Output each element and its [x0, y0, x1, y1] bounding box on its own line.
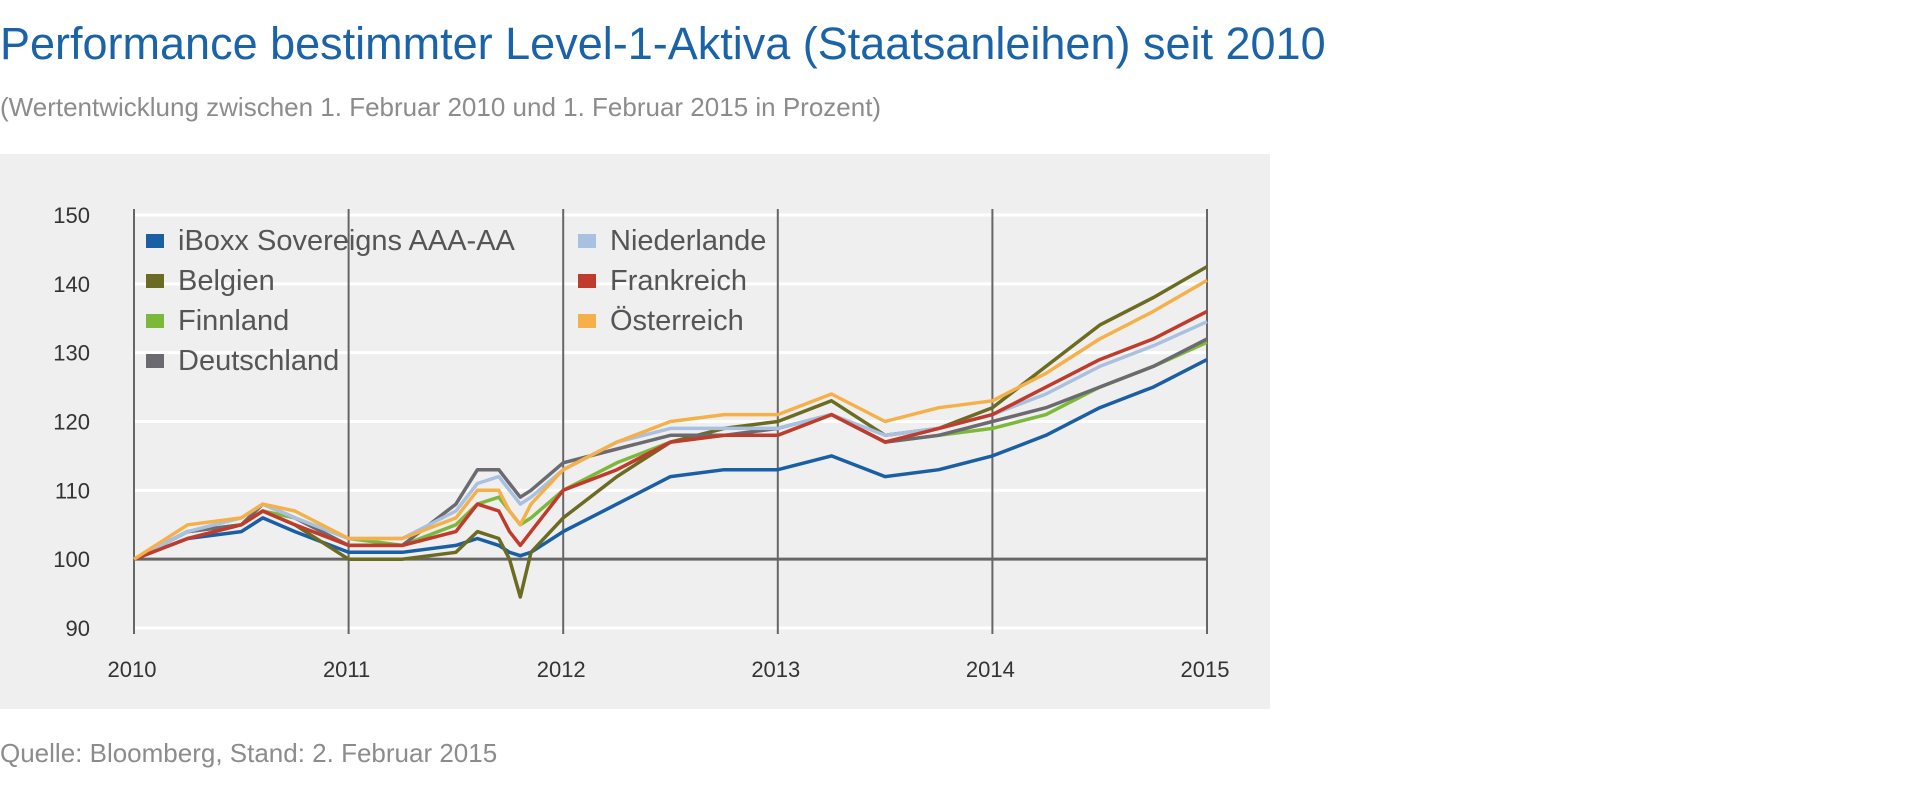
chart-subtitle: (Wertentwicklung zwischen 1. Februar 201…: [0, 92, 882, 122]
legend-label: iBoxx Sovereigns AAA-AA: [178, 225, 516, 257]
series-line-6: [133, 309, 1208, 561]
series-line-1: [133, 358, 1208, 561]
series-line-7: [133, 278, 1208, 561]
legend-label: Finnland: [178, 305, 289, 337]
legend-swatch: [146, 354, 164, 368]
y-tick-label: 130: [53, 341, 90, 366]
chart-panel: [0, 154, 1270, 709]
x-tick-label: 2015: [1181, 657, 1230, 682]
legend-label: Österreich: [610, 305, 744, 337]
legend-swatch: [146, 314, 164, 328]
legend-swatch: [578, 274, 596, 288]
x-tick-label: 2014: [966, 657, 1015, 682]
legend-label: Frankreich: [610, 265, 747, 297]
legend-label: Belgien: [178, 265, 275, 297]
line-chart: 90 100 110 120 130 140 150 2010 2011 2012 2013 2014…: [53, 203, 1230, 682]
y-tick-label: 120: [53, 410, 90, 435]
legend-label: Niederlande: [610, 225, 766, 257]
x-tick-label: 2012: [537, 657, 586, 682]
source-note: Quelle: Bloomberg, Stand: 2. Februar 201…: [0, 738, 498, 768]
x-tick-label: 2011: [323, 657, 370, 682]
y-tick-label: 140: [53, 272, 90, 297]
y-tick-label: 100: [53, 547, 90, 572]
legend-label: Deutschland: [178, 345, 339, 377]
y-tick-label: 110: [55, 478, 90, 503]
y-tick-label: 150: [53, 203, 90, 228]
x-tick-label: 2013: [751, 657, 800, 682]
x-tick-label: 2010: [108, 657, 157, 682]
legend-swatch: [146, 274, 164, 288]
series-line-2: [133, 265, 1208, 599]
legend-swatch: [578, 314, 596, 328]
chart-title: Performance bestimmter Level-1-Aktiva (S…: [0, 18, 1326, 69]
legend-swatch: [578, 234, 596, 248]
y-tick-label: 90: [66, 616, 90, 641]
legend-swatch: [146, 234, 164, 248]
